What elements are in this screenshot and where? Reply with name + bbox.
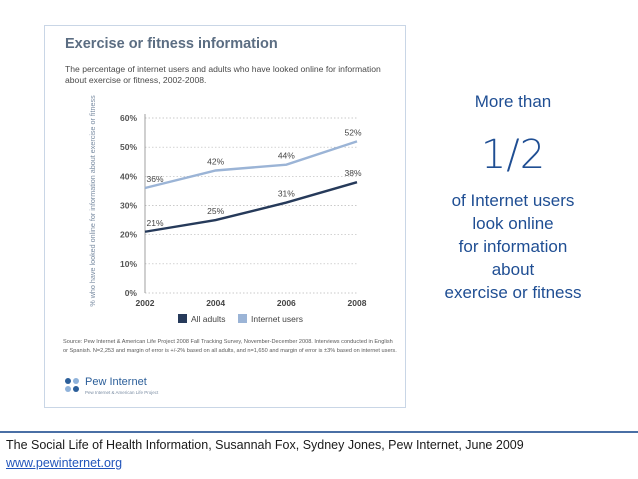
y-tick-label: 60% — [120, 113, 137, 123]
legend-swatch — [178, 314, 187, 323]
pew-logo-tagline: Pew Internet & American Life Project — [85, 390, 159, 395]
callout-line-4: look online — [472, 214, 554, 233]
x-tick-label: 2008 — [348, 298, 367, 308]
data-label: 36% — [146, 174, 163, 184]
y-tick-label: 50% — [120, 142, 137, 152]
callout-line-6: about — [491, 260, 535, 279]
y-tick-label: 10% — [120, 259, 137, 269]
footer-divider — [0, 431, 638, 433]
x-axis-ticks: 2002 2004 2006 2008 — [136, 298, 367, 308]
footer-link[interactable]: www.pewinternet.org — [6, 456, 123, 470]
pew-logo-icon — [65, 378, 79, 392]
y-tick-label: 20% — [120, 230, 137, 240]
pew-logo-name: Pew Internet — [85, 376, 147, 388]
legend-label: All adults — [191, 314, 226, 324]
x-tick-label: 2002 — [136, 298, 155, 308]
data-label: 21% — [146, 218, 163, 228]
series-line-all-adults — [144, 181, 358, 233]
data-label: 52% — [344, 127, 361, 137]
callout-line-1: More than — [474, 92, 552, 111]
data-label: 25% — [207, 206, 224, 216]
series-line-internet-users — [144, 140, 358, 190]
y-axis-label: % who have looked online for information… — [88, 95, 97, 307]
y-axis-ticks: 0% 10% 20% 30% 40% 50% 60% — [120, 113, 137, 298]
x-tick-label: 2006 — [277, 298, 296, 308]
legend-label: Internet users — [251, 314, 303, 324]
callout-fraction: 1/2 — [480, 132, 546, 178]
callout-line-5: for information — [458, 237, 568, 256]
data-label: 42% — [207, 157, 224, 167]
chart-series — [144, 140, 358, 233]
chart-legend: All adults Internet users — [178, 314, 303, 324]
legend-swatch — [238, 314, 247, 323]
y-tick-label: 30% — [120, 201, 137, 211]
data-label: 44% — [278, 151, 295, 161]
data-label: 31% — [278, 189, 295, 199]
footer-citation: The Social Life of Health Information, S… — [6, 438, 524, 452]
chart-title: Exercise or fitness information — [65, 36, 278, 52]
pew-internet-logo: Pew Internet Pew Internet & American Lif… — [63, 374, 158, 402]
data-label: 38% — [344, 168, 361, 178]
data-labels: 21% 25% 31% 38% 36% 42% 44% 52% — [146, 127, 361, 227]
line-chart: 0% 10% 20% 30% 40% 50% 60% 2002 2004 2006 2008 21… — [88, 95, 367, 324]
callout-body: of Internet users look online for inform… — [418, 189, 608, 304]
chart-figure: Exercise or fitness information The perc… — [44, 25, 406, 408]
x-tick-label: 2004 — [206, 298, 225, 308]
chart-source-note: Source: Pew Internet & American Life Pro… — [63, 339, 397, 354]
callout-line-7: exercise or fitness — [444, 283, 582, 302]
chart-grid — [144, 114, 357, 294]
y-tick-label: 40% — [120, 171, 137, 181]
callout-line-3: of Internet users — [451, 191, 575, 210]
y-tick-label: 0% — [125, 288, 138, 298]
chart-subtitle: The percentage of internet users and adu… — [65, 64, 381, 85]
